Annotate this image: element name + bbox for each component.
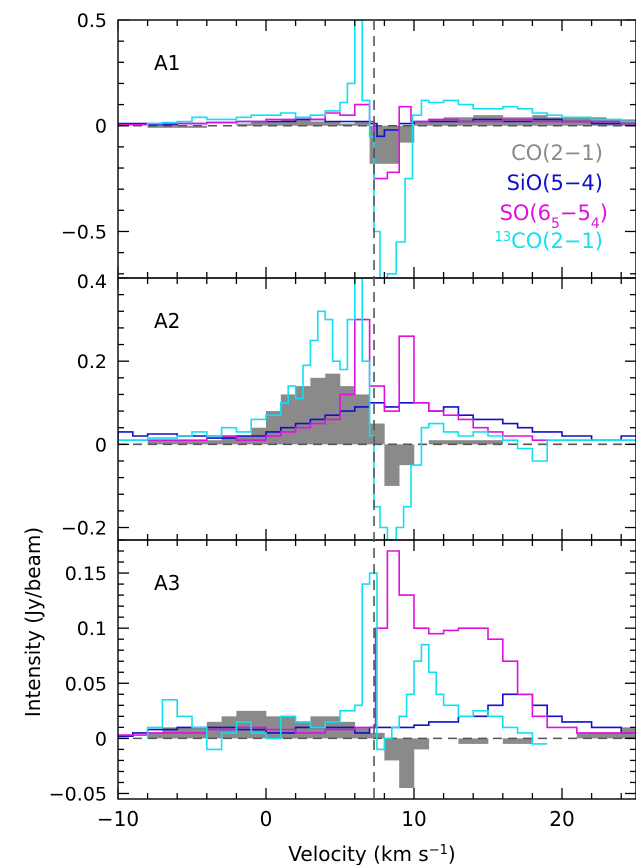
y-tick-label: 0.05 — [65, 673, 107, 695]
series-c13o-step — [146, 20, 636, 278]
co-bar — [325, 373, 341, 445]
co-bar — [443, 440, 459, 445]
co-bar — [502, 738, 518, 744]
co-bar — [488, 115, 504, 126]
co-bar — [162, 125, 178, 128]
co-bar — [206, 440, 222, 445]
panel-label: A3 — [154, 571, 180, 595]
panel-frame — [117, 539, 636, 800]
co-bar — [251, 710, 267, 739]
co-bar — [266, 716, 282, 739]
co-bar — [473, 115, 489, 126]
co-bar — [266, 121, 282, 126]
y-tick-label: 0 — [95, 116, 107, 138]
co-bar — [606, 732, 622, 739]
co-bar — [576, 732, 592, 739]
x-tick-label: 10 — [401, 807, 426, 831]
co-bar — [295, 386, 311, 445]
legend-co: CO(2−1) — [511, 141, 603, 165]
co-bar — [295, 119, 311, 126]
legend-13co: 13CO(2−1) — [495, 229, 603, 253]
panel-a1: 0.5 0 −0.5 A1 — [61, 10, 636, 279]
co-bar — [399, 125, 415, 143]
co-bar — [325, 121, 341, 126]
y-tick-label: 0.4 — [77, 271, 107, 293]
co-bar — [532, 115, 548, 126]
co-bar — [177, 440, 193, 445]
y-tick-label: 0.5 — [77, 10, 107, 32]
co-bar — [236, 710, 252, 739]
series-c13o-step — [118, 278, 636, 540]
co-bar — [517, 738, 533, 744]
legend: CO(2−1) SiO(5−4) SO(65−54) 13CO(2−1) — [495, 141, 608, 253]
co-bar — [147, 732, 163, 739]
co-bar — [458, 440, 474, 445]
x-tick-label: 20 — [549, 807, 574, 831]
legend-so: SO(65−54) — [500, 201, 608, 232]
co-bar — [266, 411, 282, 445]
co-bar — [162, 440, 178, 445]
co-bar — [606, 119, 622, 126]
x-tick-label: 0 — [260, 807, 273, 831]
co-bar — [384, 738, 400, 761]
y-tick-label: 0 — [95, 728, 107, 750]
co-bar — [221, 436, 237, 445]
y-tick-label: −0.2 — [61, 518, 107, 540]
co-bar — [340, 123, 356, 126]
co-bar — [310, 121, 326, 126]
series-so-step — [118, 318, 636, 445]
co-bar — [458, 738, 474, 744]
y-tick-label: 0.15 — [65, 563, 107, 585]
co-bar — [295, 721, 311, 739]
co-bar — [384, 125, 400, 164]
co-bar — [473, 738, 489, 744]
plot-layer: 0.5 0 −0.5 A1 0.4 0.2 0 −0.2 A2 0.15 0.1 0.05 0 −0.05… — [49, 10, 636, 831]
co-bar — [340, 386, 356, 445]
co-bar — [236, 123, 252, 126]
co-bar — [369, 423, 385, 445]
co-bar — [354, 121, 370, 126]
series-so-step — [118, 550, 636, 739]
series-c13o-step — [146, 572, 548, 751]
panel-a2: 0.4 0.2 0 −0.2 A2 — [61, 271, 636, 541]
co-bar — [280, 119, 296, 126]
y-tick-label: 0.1 — [77, 618, 107, 640]
panel-frame — [117, 277, 636, 541]
co-bar — [354, 394, 370, 445]
y-tick-label: −0.5 — [61, 221, 107, 243]
y-axis-label: Intensity (Jy/beam) — [21, 527, 45, 717]
y-tick-label: 0.2 — [77, 351, 107, 373]
co-bar — [488, 440, 504, 445]
panel-label: A1 — [154, 51, 180, 75]
co-bar — [399, 738, 415, 788]
co-bar — [280, 716, 296, 739]
y-tick-label: −0.05 — [49, 783, 107, 805]
panel-label: A2 — [154, 309, 180, 333]
panel-a3: 0.15 0.1 0.05 0 −0.05 A3 — [49, 539, 636, 805]
co-bar — [473, 440, 489, 445]
co-bar — [621, 119, 636, 126]
co-bar — [428, 119, 444, 126]
x-axis-label: Velocity (km s−1) — [288, 842, 455, 865]
co-bar — [428, 440, 444, 445]
co-bar — [591, 732, 607, 739]
x-tick-label: −10 — [97, 807, 139, 831]
legend-sio: SiO(5−4) — [507, 171, 603, 195]
co-bar — [147, 125, 163, 128]
co-bar — [414, 121, 430, 126]
co-bar — [177, 125, 193, 128]
co-bar — [192, 125, 208, 128]
co-bar — [310, 377, 326, 445]
co-bar — [384, 444, 400, 486]
y-tick-label: 0 — [95, 434, 107, 456]
co-bar — [414, 738, 430, 750]
co-bar — [192, 440, 208, 445]
co-bar — [399, 444, 415, 466]
co-bar — [147, 440, 163, 445]
co-bar — [251, 121, 267, 126]
